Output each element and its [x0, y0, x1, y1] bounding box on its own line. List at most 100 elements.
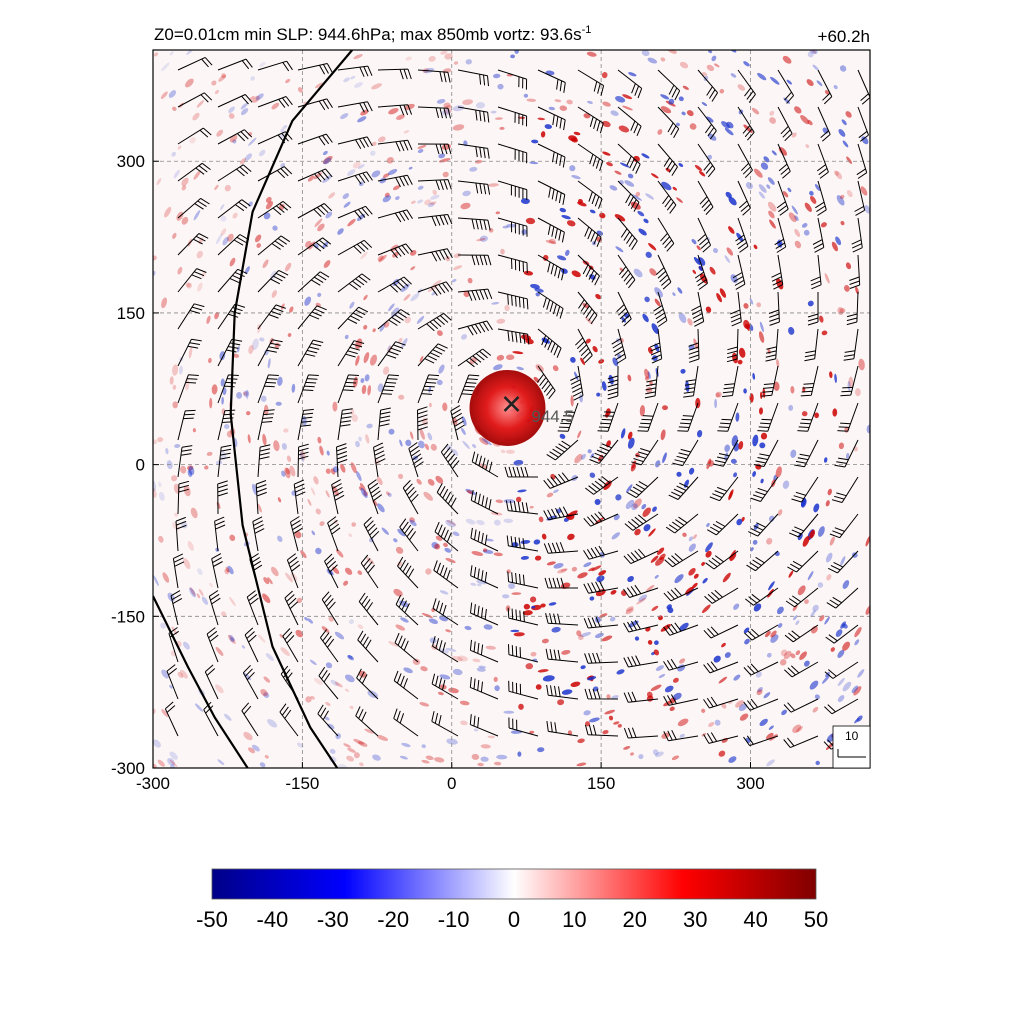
wind-barb	[279, 703, 299, 737]
vorticity-cell	[493, 552, 503, 557]
vorticity-cell	[315, 508, 321, 515]
vorticity-cell	[221, 396, 224, 405]
vorticity-cell	[259, 61, 266, 68]
vorticity-cell	[526, 98, 537, 102]
vorticity-cell	[634, 528, 641, 536]
vorticity-cell	[693, 256, 701, 266]
vorticity-cell	[382, 366, 390, 375]
vorticity-cell	[277, 497, 282, 503]
wind-barb	[417, 179, 452, 191]
vorticity-cell	[401, 338, 408, 348]
vorticity-cell	[462, 190, 471, 197]
vorticity-cell	[824, 90, 830, 95]
vorticity-cell	[846, 156, 853, 164]
vorticity-cell	[643, 524, 651, 532]
vorticity-cell	[760, 432, 768, 440]
vorticity-cell	[177, 671, 184, 679]
vorticity-cell	[701, 561, 705, 566]
vorticity-cell	[688, 543, 696, 552]
vorticity-cell	[386, 157, 394, 164]
vorticity-cell	[194, 703, 204, 712]
wind-barb	[208, 590, 221, 626]
vorticity-cell	[777, 509, 783, 516]
vorticity-cell	[749, 298, 754, 305]
vorticity-cell	[267, 358, 271, 369]
vorticity-cell	[578, 198, 583, 204]
wind-barb	[394, 632, 419, 663]
wind-barb	[318, 666, 339, 700]
vorticity-cell	[614, 170, 622, 175]
vorticity-cell	[672, 692, 682, 701]
vorticity-cell	[396, 114, 405, 120]
vorticity-cell	[378, 254, 387, 263]
vorticity-cell	[227, 233, 234, 242]
vorticity-cell	[459, 700, 470, 706]
vorticity-cell	[766, 759, 775, 767]
wind-barb	[546, 721, 579, 737]
vorticity-cell	[214, 89, 220, 95]
wind-barb	[246, 590, 259, 626]
wind-barb	[717, 402, 739, 432]
vorticity-cell	[187, 465, 194, 471]
vorticity-cell	[713, 63, 720, 68]
vorticity-cell	[601, 120, 611, 128]
vorticity-cell	[838, 442, 845, 450]
wind-barb	[577, 291, 598, 325]
vorticity-cell	[496, 318, 506, 324]
wind-barb	[506, 535, 539, 552]
colorbar-tick-label: -50	[196, 907, 228, 932]
vorticity-cell	[502, 225, 509, 229]
vorticity-cell	[305, 696, 312, 703]
wind-barb	[417, 312, 452, 332]
vorticity-cell	[224, 423, 230, 430]
vorticity-cell	[443, 542, 448, 547]
vorticity-cell	[421, 744, 426, 749]
vorticity-cell	[857, 669, 865, 678]
wind-barb	[168, 627, 179, 663]
vorticity-cell	[693, 573, 699, 579]
wind-barb	[831, 476, 859, 503]
vorticity-cell	[633, 498, 642, 509]
vorticity-cell	[653, 649, 660, 656]
vorticity-cell	[347, 218, 356, 227]
vorticity-cell	[417, 148, 424, 154]
vorticity-cell	[181, 177, 189, 187]
wind-barb	[417, 214, 453, 227]
vorticity-cell	[529, 730, 535, 734]
vorticity-cell	[837, 677, 845, 687]
vorticity-cell	[436, 99, 446, 104]
wind-barb	[688, 328, 700, 363]
wind-barb	[829, 513, 859, 539]
vorticity-cell	[350, 75, 356, 80]
wind-barb	[297, 408, 314, 441]
wind-barb	[849, 254, 861, 289]
vorticity-cell	[325, 490, 330, 498]
vorticity-cell	[243, 390, 250, 398]
vorticity-cell	[725, 191, 732, 199]
vorticity-cell	[452, 124, 465, 131]
vorticity-cell	[755, 671, 762, 678]
vorticity-cell	[671, 755, 680, 761]
vorticity-cell	[355, 470, 362, 482]
vorticity-cell	[535, 292, 540, 297]
wind-barb	[257, 131, 293, 145]
vorticity-cell	[381, 527, 389, 535]
vorticity-cell	[706, 522, 710, 528]
vorticity-cell	[767, 177, 775, 185]
vorticity-cell	[240, 102, 249, 110]
wind-barb	[624, 513, 659, 531]
vorticity-cell	[160, 622, 166, 629]
vorticity-cell	[753, 168, 763, 178]
vorticity-cell	[654, 298, 661, 307]
vorticity-cell	[196, 250, 203, 259]
colorbar-tick-label: -10	[438, 907, 470, 932]
wind-barb	[657, 180, 677, 214]
wind-barb	[824, 698, 859, 715]
vorticity-cell	[743, 303, 749, 309]
vorticity-cell	[677, 287, 683, 294]
vorticity-cell	[177, 145, 182, 150]
wind-barb	[672, 439, 699, 467]
vorticity-cell	[596, 575, 605, 583]
vorticity-cell	[801, 411, 808, 417]
vorticity-cell	[606, 694, 611, 699]
